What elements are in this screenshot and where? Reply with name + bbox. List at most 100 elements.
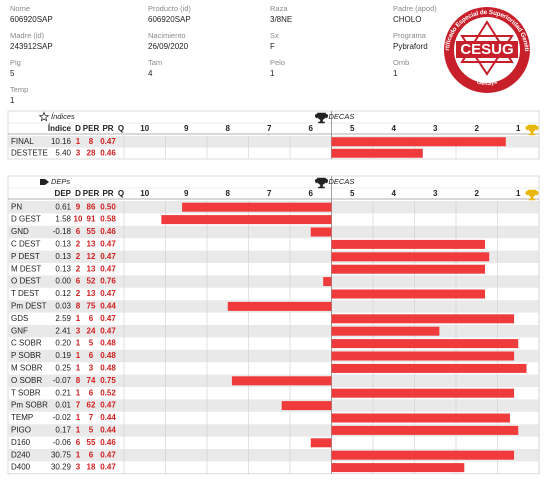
percentile-bar (331, 137, 506, 147)
deca-label: 6 (309, 124, 314, 133)
deca-label: 1 (516, 189, 521, 198)
row-precision: 0.48 (100, 351, 116, 360)
column-header: PR (102, 189, 113, 198)
row-name: O DEST (11, 277, 41, 286)
deca-label: 9 (184, 189, 189, 198)
decas-title: DECAS (329, 112, 355, 121)
deca-label: 9 (184, 124, 189, 133)
row-percentile: 55 (87, 438, 96, 447)
row-name: D160 (11, 438, 31, 447)
percentile-bar (331, 264, 486, 274)
row-deca: 1 (76, 137, 81, 146)
row-name: PIGO (11, 426, 31, 435)
row-name: D240 (11, 450, 31, 459)
row-name: GDS (11, 314, 28, 323)
deca-label: 1 (516, 124, 521, 133)
row-percentile: 86 (87, 202, 96, 211)
row-value: 0.61 (55, 202, 71, 211)
row-percentile: 55 (87, 227, 96, 236)
row-deca: 3 (76, 463, 81, 472)
logo-title: CESUG (460, 41, 513, 58)
row-precision: 0.75 (100, 376, 116, 385)
row-value: -0.18 (53, 227, 72, 236)
logo-footer-path: GenSys (476, 80, 498, 87)
row-deca: 1 (76, 388, 81, 397)
field-label: Nome (10, 4, 30, 13)
row-value: 0.13 (55, 264, 71, 273)
row-name: Pm SOBR (11, 401, 48, 410)
row-value: 0.17 (55, 426, 71, 435)
row-value: 0.25 (55, 364, 71, 373)
deca-label: 7 (267, 189, 272, 198)
column-header: DEP (55, 189, 72, 198)
row-precision: 0.47 (100, 137, 116, 146)
row-percentile: 24 (87, 326, 96, 335)
row-percentile: 7 (89, 413, 94, 422)
percentile-bar (182, 202, 332, 212)
row-value: 0.01 (55, 401, 71, 410)
logo-footer-text: GenSys (476, 80, 498, 87)
percentile-bar (310, 227, 332, 237)
row-name: P DEST (11, 252, 40, 261)
field-label: Tam (148, 58, 162, 67)
row-value: 0.13 (55, 252, 71, 261)
row-precision: 0.47 (100, 326, 116, 335)
column-header: Q (118, 189, 124, 198)
deca-label: 5 (350, 189, 355, 198)
percentile-bar (331, 425, 519, 435)
row-value: 30.75 (51, 450, 72, 459)
row-precision: 0.52 (100, 388, 116, 397)
row-bg (8, 136, 539, 148)
field-value: 1 (393, 69, 398, 78)
field-value: 606920SAP (148, 15, 191, 24)
row-value: 0.03 (55, 302, 71, 311)
percentile-bar (331, 450, 515, 460)
percentile-bar (231, 376, 332, 386)
row-value: 2.41 (55, 326, 71, 335)
percentile-bar (331, 388, 515, 398)
percentile-bar (227, 301, 332, 311)
row-precision: 0.58 (100, 215, 116, 224)
row-value: -0.06 (53, 438, 72, 447)
field-label: Pelo (270, 58, 285, 67)
row-name: D GEST (11, 215, 41, 224)
row-precision: 0.47 (100, 450, 116, 459)
deca-label: 10 (140, 124, 149, 133)
deca-label: 6 (309, 189, 314, 198)
column-header: D (75, 189, 81, 198)
row-percentile: 5 (89, 426, 94, 435)
field-label: Sx (270, 31, 279, 40)
row-bg (8, 275, 539, 288)
row-percentile: 18 (87, 463, 96, 472)
row-percentile: 62 (87, 401, 96, 410)
field-value: CHOLO (393, 15, 421, 24)
field-value: 5 (10, 69, 15, 78)
row-percentile: 3 (89, 364, 94, 373)
row-deca: 6 (76, 227, 81, 236)
decas-title: DECAS (329, 177, 355, 186)
row-precision: 0.47 (100, 240, 116, 249)
percentile-bar (161, 215, 332, 225)
row-value: 5.40 (55, 148, 71, 157)
row-deca: 6 (76, 438, 81, 447)
column-header: D (75, 124, 81, 133)
row-percentile: 13 (87, 289, 96, 298)
field-value: 1 (270, 69, 275, 78)
logo: CESUG Certificado Especial de Superiorid… (0, 0, 530, 93)
row-deca: 1 (76, 351, 81, 360)
row-value: 0.19 (55, 351, 71, 360)
row-name: M DEST (11, 264, 41, 273)
row-percentile: 6 (89, 388, 94, 397)
row-percentile: 13 (87, 240, 96, 249)
tag-icon (40, 179, 49, 185)
row-precision: 0.47 (100, 463, 116, 472)
row-deca: 2 (76, 289, 81, 298)
row-name: DESTETE (11, 148, 48, 157)
deca-label: 4 (392, 189, 397, 198)
row-precision: 0.46 (100, 148, 116, 157)
field-label: Temp (10, 85, 28, 94)
row-deca: 2 (76, 264, 81, 273)
row-precision: 0.44 (100, 413, 116, 422)
row-deca: 1 (76, 314, 81, 323)
star-icon (38, 111, 50, 122)
